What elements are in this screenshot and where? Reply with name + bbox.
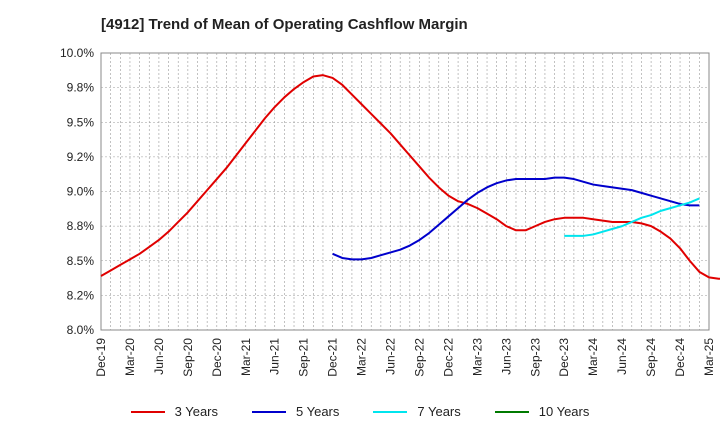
y-tick-label: 9.0% bbox=[67, 185, 95, 199]
y-tick-label: 9.8% bbox=[67, 81, 95, 95]
y-tick-label: 8.5% bbox=[67, 254, 95, 268]
x-tick-label: Jun-24 bbox=[615, 338, 629, 375]
x-tick-label: Jun-21 bbox=[268, 338, 282, 375]
legend-label-5-years: 5 Years bbox=[296, 404, 340, 419]
legend-swatch-10-years bbox=[494, 410, 529, 413]
x-tick-label: Mar-20 bbox=[123, 338, 137, 376]
legend-item-10-years: 10 Years bbox=[494, 404, 590, 419]
legend-swatch-3-years bbox=[130, 410, 165, 413]
y-tick-label: 8.0% bbox=[67, 323, 95, 337]
x-tick-label: Sep-23 bbox=[528, 338, 542, 377]
y-tick-label: 10.0% bbox=[60, 46, 94, 60]
series-line-5-years bbox=[332, 176, 700, 261]
legend-label-10-years: 10 Years bbox=[538, 404, 590, 419]
y-tick-label: 8.8% bbox=[67, 219, 95, 233]
legend-swatch-7-years bbox=[373, 410, 408, 413]
legend-label-7-years: 7 Years bbox=[417, 404, 461, 419]
chart-title: [4912] Trend of Mean of Operating Cashfl… bbox=[101, 16, 468, 33]
legend-item-7-years: 7 Years bbox=[373, 404, 461, 419]
x-tick-label: Sep-20 bbox=[181, 338, 195, 377]
x-tick-label: Mar-21 bbox=[239, 338, 253, 376]
x-tick-label: Dec-21 bbox=[326, 338, 340, 377]
x-tick-label: Dec-19 bbox=[94, 338, 108, 377]
x-tick-label: Dec-22 bbox=[441, 338, 455, 377]
x-tick-label: Dec-23 bbox=[557, 338, 571, 377]
x-tick-label: Dec-20 bbox=[210, 338, 224, 377]
x-tick-label: Mar-22 bbox=[355, 338, 369, 376]
legend-label-3-years: 3 Years bbox=[174, 404, 218, 419]
legend-item-5-years: 5 Years bbox=[252, 404, 339, 419]
x-tick-label: Sep-22 bbox=[412, 338, 426, 377]
legend-swatch-5-years bbox=[252, 410, 286, 413]
x-tick-label: Jun-22 bbox=[384, 338, 398, 375]
x-tick-label: Jun-20 bbox=[152, 338, 166, 375]
legend-item-3-years: 3 Years bbox=[130, 404, 218, 419]
y-tick-label: 9.2% bbox=[67, 150, 95, 164]
x-tick-label: Mar-23 bbox=[470, 338, 484, 376]
y-tick-label: 8.2% bbox=[67, 288, 95, 302]
x-tick-label: Mar-25 bbox=[702, 338, 716, 376]
x-tick-label: Sep-24 bbox=[644, 338, 658, 377]
y-tick-label: 9.5% bbox=[67, 115, 95, 129]
legend: 3 Years 5 Years 7 Years 10 Years bbox=[0, 404, 720, 419]
x-tick-label: Sep-21 bbox=[297, 338, 311, 377]
series-line-3-years bbox=[100, 74, 720, 280]
series-line-7-years bbox=[564, 197, 700, 237]
x-tick-label: Dec-24 bbox=[673, 338, 687, 377]
x-tick-label: Jun-23 bbox=[499, 338, 513, 375]
x-tick-label: Mar-24 bbox=[586, 338, 600, 376]
